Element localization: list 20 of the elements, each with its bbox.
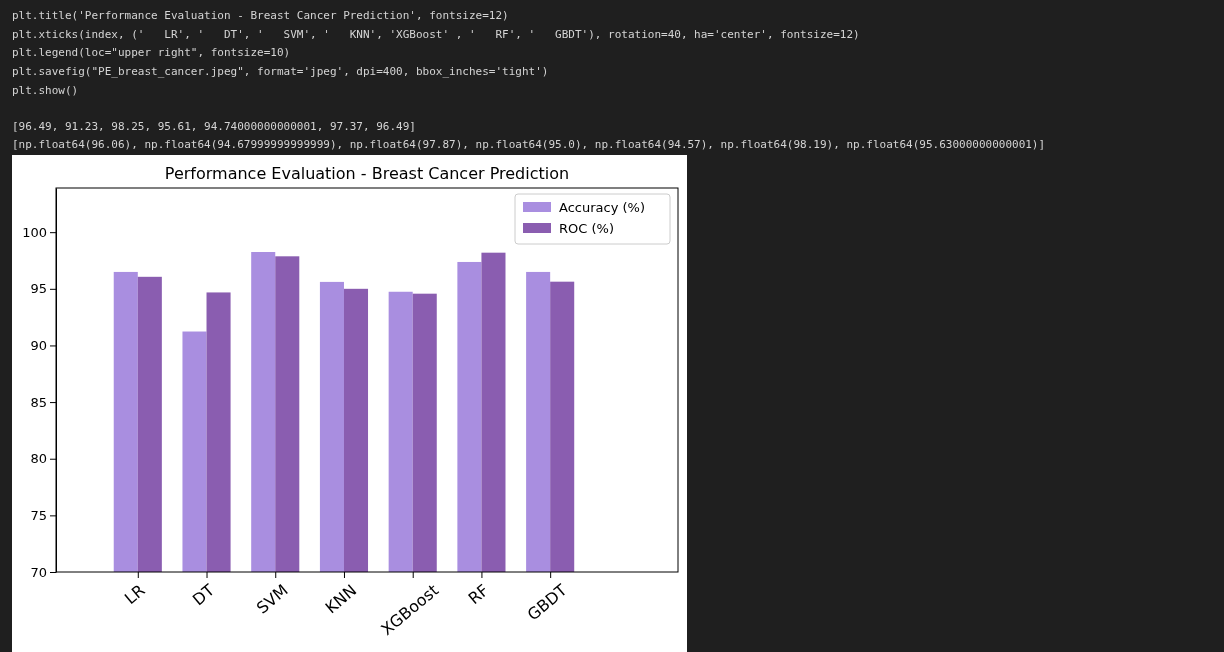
text: [np.float64(96.06), np.float64(94.67999999999999), np.float64(97.87), np.float64(95.0), np.float64(94.57), np.float64(98.19), np.float64(95.63000000000001)] xyxy=(12,138,1046,151)
y-tick-label: 70 xyxy=(30,564,47,580)
y-tick-label: 80 xyxy=(30,451,47,467)
text: plt.title('Performance Evaluation - Breast Cancer Prediction', fontsize=12) xyxy=(12,9,509,22)
y-tick-label: 75 xyxy=(30,508,47,524)
y-tick-label: 90 xyxy=(30,338,47,354)
text: plt.show() xyxy=(12,84,79,97)
y-tick-label: 100 xyxy=(22,224,47,240)
text: plt.legend(loc="upper right", fontsize=10) xyxy=(12,46,291,59)
text: [96.49, 91.23, 98.25, 95.61, 94.74000000000001, 97.37, 96.49] xyxy=(12,120,416,133)
legend-label: ROC (%) xyxy=(559,221,614,236)
legend-label: Accuracy (%) xyxy=(559,200,645,215)
x-tick-label: DT xyxy=(188,580,219,610)
x-tick-label: LR xyxy=(120,580,149,608)
chart-title: Performance Evaluation - Breast Cancer Prediction xyxy=(164,164,570,183)
y-tick-label: 85 xyxy=(30,394,47,410)
text: plt.savefig("PE_breast_cancer.jpeg", format='jpeg', dpi=400, bbox_inches='tight') xyxy=(12,65,549,78)
y-tick-label: 95 xyxy=(30,281,47,297)
x-tick-label: RF xyxy=(464,580,493,609)
text: plt.xticks(index, (' LR', ' DT', ' SVM', ' KNN', 'XGBoost' , ' RF', ' GBDT'), rotation=40, ha='center', fontsize=12) xyxy=(12,28,860,41)
